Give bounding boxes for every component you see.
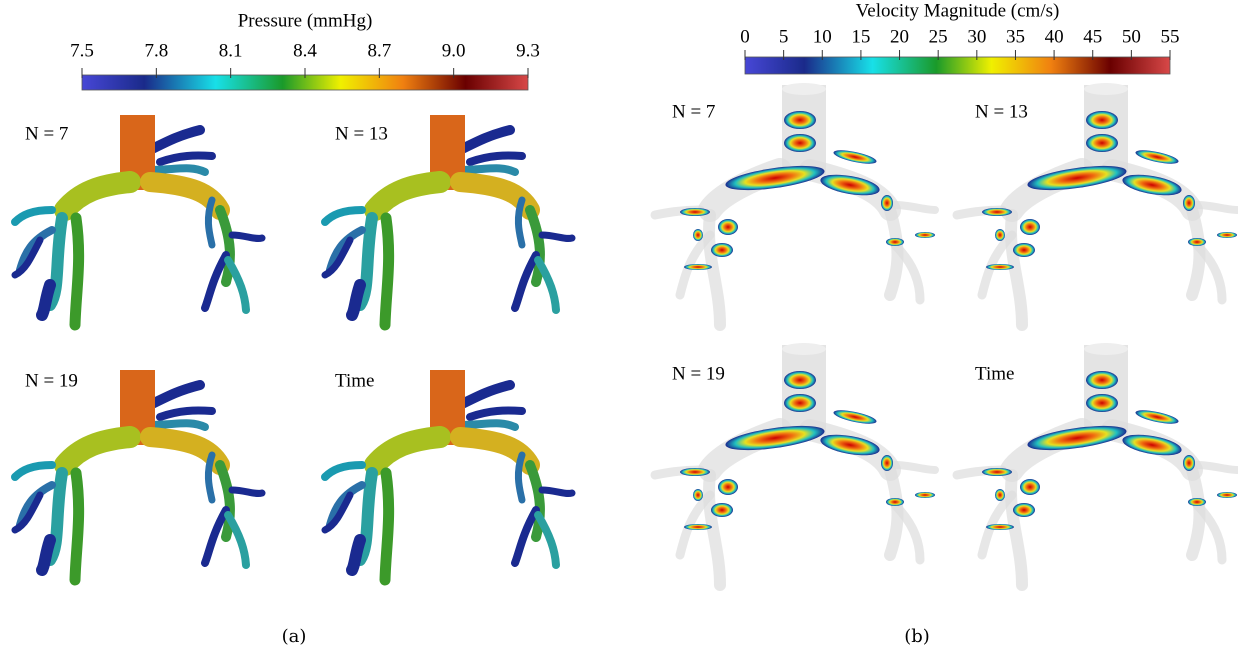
colorbar-tick-label: 9.3 [516, 40, 540, 61]
colorbar-tick-label: 15 [851, 26, 870, 47]
velocity-renders [655, 83, 1237, 585]
colorbar-tick-label: 8.4 [293, 40, 317, 61]
render-label: N = 7 [25, 123, 68, 144]
colorbar-tick-label: 0 [740, 26, 750, 47]
caption: (b) [904, 626, 930, 647]
colorbar-tick-label: 35 [1006, 26, 1025, 47]
render-label: N = 19 [672, 363, 725, 384]
caption: (a) [282, 626, 307, 647]
colorbar-tick-label: 5 [779, 26, 789, 47]
colorbar-tick-label: 7.8 [144, 40, 168, 61]
render-label: N = 19 [25, 370, 78, 391]
render-label: Time [975, 363, 1014, 384]
colorbar-title: Pressure (mmHg) [238, 10, 373, 31]
colorbar-tick-label: 45 [1083, 26, 1102, 47]
colorbar-tick-label: 8.1 [219, 40, 243, 61]
render-label: N = 13 [335, 123, 388, 144]
colorbar-tick-label: 30 [967, 26, 986, 47]
colorbar-tick-label: 25 [929, 26, 948, 47]
colorbar-tick-label: 55 [1161, 26, 1180, 47]
colorbar [744, 56, 1171, 75]
render-label: N = 7 [672, 101, 715, 122]
colorbar-title: Velocity Magnitude (cm/s) [856, 0, 1060, 21]
colorbar-tick-label: 10 [813, 26, 832, 47]
colorbar-tick-label: 40 [1045, 26, 1064, 47]
colorbar-tick-label: 8.7 [367, 40, 391, 61]
pressure-renders [15, 115, 572, 580]
colorbar-tick-label: 7.5 [70, 40, 94, 61]
colorbar-tick-label: 9.0 [442, 40, 466, 61]
colorbar-tick-label: 50 [1122, 26, 1141, 47]
render-label: N = 13 [975, 101, 1028, 122]
render-label: Time [335, 370, 374, 391]
colorbar-tick-label: 20 [890, 26, 909, 47]
